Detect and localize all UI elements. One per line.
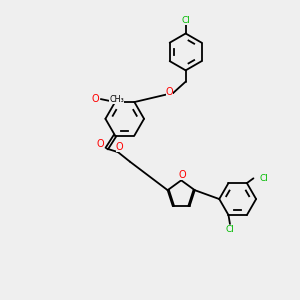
Text: O: O: [97, 139, 104, 149]
Text: O: O: [116, 142, 123, 152]
Text: CH₃: CH₃: [109, 94, 124, 103]
Text: O: O: [166, 87, 173, 97]
Text: Cl: Cl: [260, 174, 268, 183]
Text: Cl: Cl: [181, 16, 190, 25]
Text: Cl: Cl: [226, 225, 234, 234]
Text: O: O: [92, 94, 99, 104]
Text: O: O: [178, 170, 186, 180]
